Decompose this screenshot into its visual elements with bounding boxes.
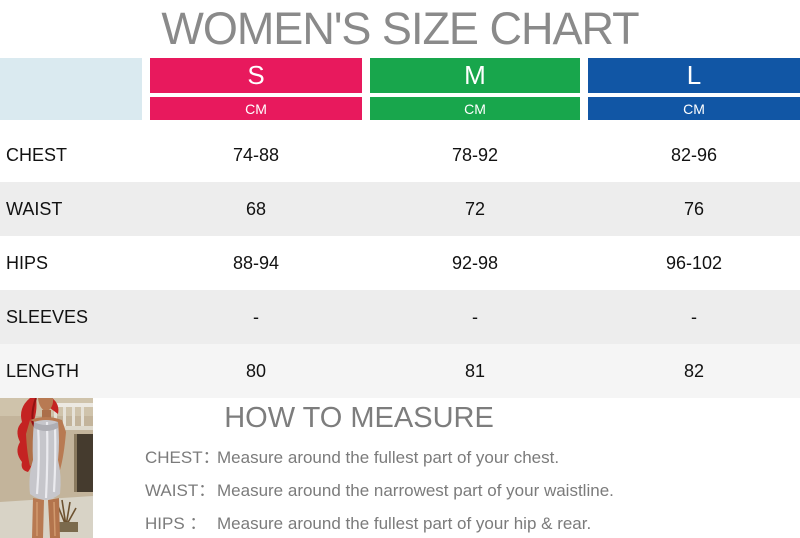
size-table: S M L CM CM CM CHEST 74-88 78-92 82-96 W… (0, 58, 800, 398)
measure-label: WAIST： (145, 481, 216, 500)
measure-label: CHEST： (145, 448, 220, 467)
cell-value: 96-102 (665, 252, 723, 273)
cell-value: 74-88 (232, 144, 280, 165)
measure-line-waist: WAIST： Measure around the narrowest part… (93, 481, 625, 501)
measure-label: HIPS ： (145, 514, 207, 533)
cell-value: - (253, 306, 259, 327)
cell-value: 88-94 (232, 252, 280, 273)
size-header-l: L (588, 58, 800, 93)
cell-value: 82-96 (670, 144, 718, 165)
cell-value: 76 (683, 198, 705, 219)
row-label: SLEEVES (6, 306, 89, 327)
how-to-measure-section: HOW TO MEASURE CHEST： Measure around the… (0, 398, 800, 538)
measure-text: Measure around the fullest part of your … (217, 514, 592, 533)
cell-value: 78-92 (451, 144, 499, 165)
measure-text: Measure around the narrowest part of you… (217, 481, 614, 500)
model-photo (0, 398, 93, 538)
table-header: S M L CM CM CM (0, 58, 800, 120)
row-label: WAIST (6, 198, 63, 219)
table-row-length: LENGTH 80 81 82 (0, 344, 800, 398)
cell-value: - (472, 306, 478, 327)
unit-cell-s: CM (150, 97, 362, 120)
cell-value: - (691, 306, 697, 327)
cell-value: 81 (464, 360, 486, 381)
row-label: CHEST (6, 144, 68, 165)
table-corner-cell (0, 58, 142, 120)
measure-line-chest: CHEST： Measure around the fullest part o… (93, 448, 625, 468)
cell-value: 80 (245, 360, 267, 381)
measure-text: Measure around the fullest part of your … (217, 448, 560, 467)
page-title: WOMEN'S SIZE CHART (161, 3, 639, 54)
how-to-measure-content: HOW TO MEASURE CHEST： Measure around the… (93, 398, 625, 538)
table-row-hips: HIPS 88-94 92-98 96-102 (0, 236, 800, 290)
size-header-m: M (370, 58, 580, 93)
row-label: LENGTH (6, 360, 80, 381)
unit-cell-l: CM (588, 97, 800, 120)
row-label: HIPS (6, 252, 49, 273)
cell-value: 68 (245, 198, 267, 219)
table-row-waist: WAIST 68 72 76 (0, 182, 800, 236)
table-row-chest: CHEST 74-88 78-92 82-96 (0, 128, 800, 182)
measure-line-hips: HIPS ： Measure around the fullest part o… (93, 514, 625, 534)
table-row-sleeves: SLEEVES - - - (0, 290, 800, 344)
how-to-measure-title: HOW TO MEASURE (224, 402, 494, 434)
size-header-s: S (150, 58, 362, 93)
cell-value: 92-98 (451, 252, 499, 273)
cell-value: 72 (464, 198, 486, 219)
unit-cell-m: CM (370, 97, 580, 120)
cell-value: 82 (683, 360, 705, 381)
